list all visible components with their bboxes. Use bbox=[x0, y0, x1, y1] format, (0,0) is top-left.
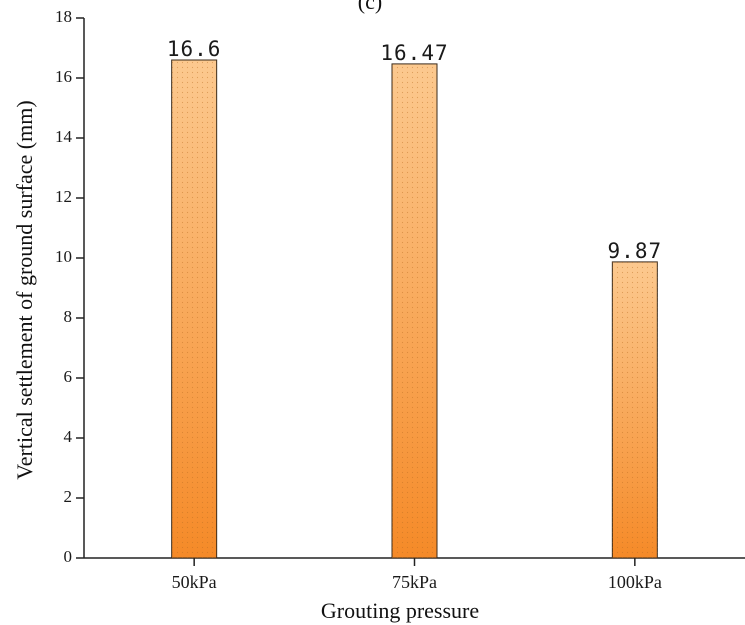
y-tick-label: 2 bbox=[64, 487, 73, 506]
x-axis: 50kPa 75kPa 100kPa bbox=[84, 557, 745, 592]
data-label: 16.47 bbox=[380, 41, 448, 65]
x-tick-label: 100kPa bbox=[608, 572, 662, 592]
bar-texture bbox=[392, 63, 437, 559]
y-tick-label: 6 bbox=[64, 367, 73, 386]
y-tick-label: 14 bbox=[55, 127, 73, 146]
data-labels-group: 16.6 16.47 9.87 bbox=[167, 37, 663, 263]
y-axis: 0 2 4 6 8 10 12 14 16 18 bbox=[55, 7, 85, 566]
panel-label: (c) bbox=[358, 0, 382, 14]
y-tick-label: 4 bbox=[64, 427, 73, 446]
y-tick-label: 12 bbox=[55, 187, 72, 206]
data-label: 9.87 bbox=[608, 239, 663, 263]
y-tick-label: 0 bbox=[64, 547, 73, 566]
bar-texture bbox=[171, 60, 217, 558]
bar-texture bbox=[612, 261, 658, 558]
x-axis-title: Grouting pressure bbox=[321, 598, 479, 623]
y-tick-label: 8 bbox=[64, 307, 73, 326]
y-axis-title: Vertical settlement of ground surface (m… bbox=[12, 100, 37, 479]
data-label: 16.6 bbox=[167, 37, 222, 61]
x-tick-label: 75kPa bbox=[392, 572, 437, 592]
bars-group bbox=[171, 59, 658, 559]
y-tick-label: 10 bbox=[55, 247, 72, 266]
y-tick-label: 18 bbox=[55, 7, 72, 26]
y-tick-label: 16 bbox=[55, 67, 72, 86]
x-tick-label: 50kPa bbox=[172, 572, 217, 592]
